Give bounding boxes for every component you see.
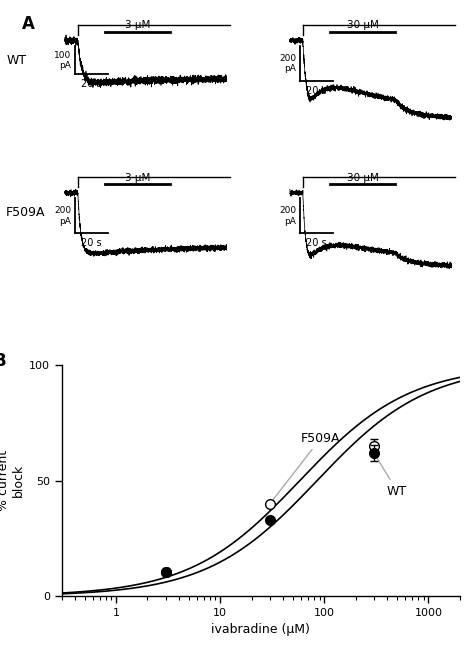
Text: B: B xyxy=(0,352,7,369)
Text: 3 μM: 3 μM xyxy=(125,20,150,31)
Text: F509A: F509A xyxy=(272,432,341,502)
Text: WT: WT xyxy=(375,455,407,498)
Text: 30 μM: 30 μM xyxy=(347,20,379,31)
Text: 3 μM: 3 μM xyxy=(125,173,150,183)
Text: F509A: F509A xyxy=(6,206,46,219)
Text: WT: WT xyxy=(6,54,27,67)
Text: 20 s: 20 s xyxy=(306,238,327,248)
Text: 30 μM: 30 μM xyxy=(347,173,379,183)
Text: 20 s: 20 s xyxy=(81,238,102,248)
Text: 20 s: 20 s xyxy=(81,79,102,89)
Text: 200
pA: 200 pA xyxy=(279,206,296,226)
Text: 200
pA: 200 pA xyxy=(279,54,296,73)
Text: 20 s: 20 s xyxy=(306,86,327,96)
Text: A: A xyxy=(22,14,35,33)
Y-axis label: % current
block: % current block xyxy=(0,450,25,512)
Text: 200
pA: 200 pA xyxy=(54,206,71,226)
Text: 100
pA: 100 pA xyxy=(54,50,71,70)
X-axis label: ivabradine (μM): ivabradine (μM) xyxy=(211,624,310,637)
